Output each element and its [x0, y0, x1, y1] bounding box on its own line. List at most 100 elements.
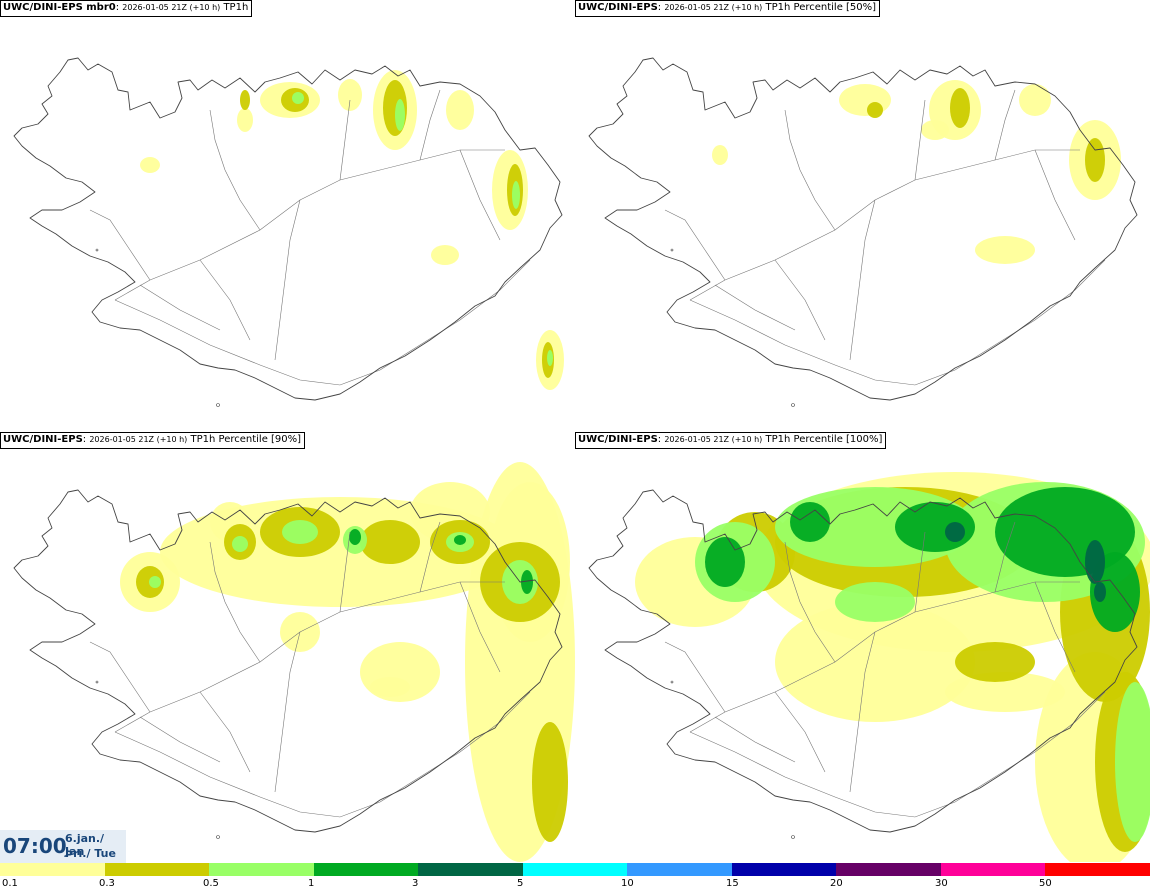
valid-time-clock: 07:00	[3, 834, 67, 858]
precip-area	[431, 245, 459, 265]
road-line	[994, 521, 1016, 593]
road-line	[849, 199, 876, 361]
precip-area	[292, 92, 304, 104]
precip-area	[140, 157, 160, 173]
legend-swatch	[731, 863, 837, 876]
panel-variable: TP1h	[223, 2, 249, 13]
legend-label: 0.3	[99, 878, 115, 889]
precip-area	[282, 520, 318, 544]
precip-area	[360, 520, 420, 564]
precip-area	[512, 181, 520, 209]
road-line	[914, 99, 926, 181]
precip-area	[349, 529, 361, 545]
road-line	[339, 99, 351, 181]
road-line	[689, 581, 1080, 733]
road-line	[689, 691, 1106, 818]
road-line	[664, 641, 726, 713]
precip-area	[1085, 540, 1105, 584]
valid-time-date: 6.jan./ Jan	[65, 832, 105, 858]
legend-swatch	[940, 863, 1046, 876]
precipitation-field	[120, 462, 575, 862]
precip-area	[237, 108, 253, 132]
legend-label: 3	[412, 878, 419, 889]
panel-title: UWC/DINI-EPS: 2026-01-05 21Z (+10 h) TP1…	[575, 432, 887, 449]
road-network	[664, 89, 1106, 386]
legend-label: 30	[935, 878, 948, 889]
precipitation-field	[140, 70, 564, 390]
legend-label: 15	[726, 878, 739, 889]
panel-timestamp: 2026-01-05 21Z (+10 h)	[122, 3, 221, 12]
road-line	[89, 209, 151, 281]
precip-area	[454, 535, 466, 545]
road-line	[784, 541, 836, 663]
road-network	[89, 89, 531, 386]
road-line	[994, 89, 1016, 161]
precip-area	[547, 350, 553, 366]
road-line	[114, 691, 531, 818]
iceland-coastline	[13, 489, 563, 833]
precip-area	[705, 537, 745, 587]
legend-swatch	[1045, 863, 1150, 876]
road-line	[114, 259, 531, 386]
precip-area	[521, 570, 533, 594]
valid-time-box: 07:00 6.jan./ Jan Þri./ Tue	[0, 830, 126, 863]
road-line	[89, 641, 151, 713]
legend-label: 10	[621, 878, 634, 889]
legend-label: 0.1	[2, 878, 18, 889]
panel-source: UWC/DINI-EPS	[578, 2, 658, 13]
panel-timestamp: 2026-01-05 21Z (+10 h)	[664, 435, 763, 444]
road-line	[199, 691, 251, 773]
road-line	[784, 109, 836, 231]
precip-area	[945, 522, 965, 542]
precip-area	[232, 536, 248, 552]
valid-time-weekday: Þri./ Tue	[65, 847, 116, 860]
island	[791, 835, 795, 839]
precip-area	[712, 145, 728, 165]
precip-area	[921, 120, 949, 140]
island	[670, 248, 674, 252]
precip-area	[835, 582, 915, 622]
iceland-coastline	[588, 57, 1138, 401]
road-line	[714, 284, 796, 331]
precip-area	[1115, 682, 1150, 842]
legend-swatch	[836, 863, 941, 876]
precip-area	[240, 90, 250, 110]
road-line	[664, 209, 726, 281]
legend-swatch	[0, 863, 105, 876]
panel-title: UWC/DINI-EPS: 2026-01-05 21Z (+10 h) TP1…	[0, 432, 306, 449]
road-line	[114, 581, 505, 733]
panel-source: UWC/DINI-EPS	[3, 434, 83, 445]
precip-area	[950, 88, 970, 128]
precip-area	[775, 602, 975, 722]
map-panel-member0: UWC/DINI-EPS mbr0: 2026-01-05 21Z (+10 h…	[0, 0, 575, 430]
road-network	[89, 521, 531, 818]
precip-area	[532, 722, 568, 842]
precipitation-legend: 0.1 0.3 0.5 1 3 5 10 15 20 30 50	[0, 863, 1150, 891]
road-network	[664, 521, 1106, 818]
road-line	[689, 149, 1080, 301]
road-line	[274, 199, 301, 361]
precip-area	[446, 90, 474, 130]
legend-swatch	[313, 863, 419, 876]
legend-swatch	[104, 863, 210, 876]
road-line	[339, 531, 351, 613]
panel-variable: TP1h Percentile [50%]	[765, 2, 877, 13]
road-line	[139, 284, 221, 331]
legend-label: 5	[517, 878, 524, 889]
road-line	[849, 631, 876, 793]
precip-area	[149, 576, 161, 588]
precip-area	[370, 677, 410, 697]
road-line	[459, 581, 501, 673]
map-canvas	[575, 432, 1150, 862]
precip-area	[1019, 84, 1051, 116]
panel-title: UWC/DINI-EPS: 2026-01-05 21Z (+10 h) TP1…	[575, 0, 881, 17]
road-line	[1034, 581, 1076, 673]
road-line	[914, 531, 926, 613]
panel-timestamp: 2026-01-05 21Z (+10 h)	[89, 435, 188, 444]
precip-area	[1085, 138, 1105, 182]
road-line	[199, 259, 251, 341]
island	[216, 835, 220, 839]
precip-area	[790, 502, 830, 542]
map-panel-percentile-100: UWC/DINI-EPS: 2026-01-05 21Z (+10 h) TP1…	[575, 432, 1150, 862]
legend-swatch	[627, 863, 732, 876]
